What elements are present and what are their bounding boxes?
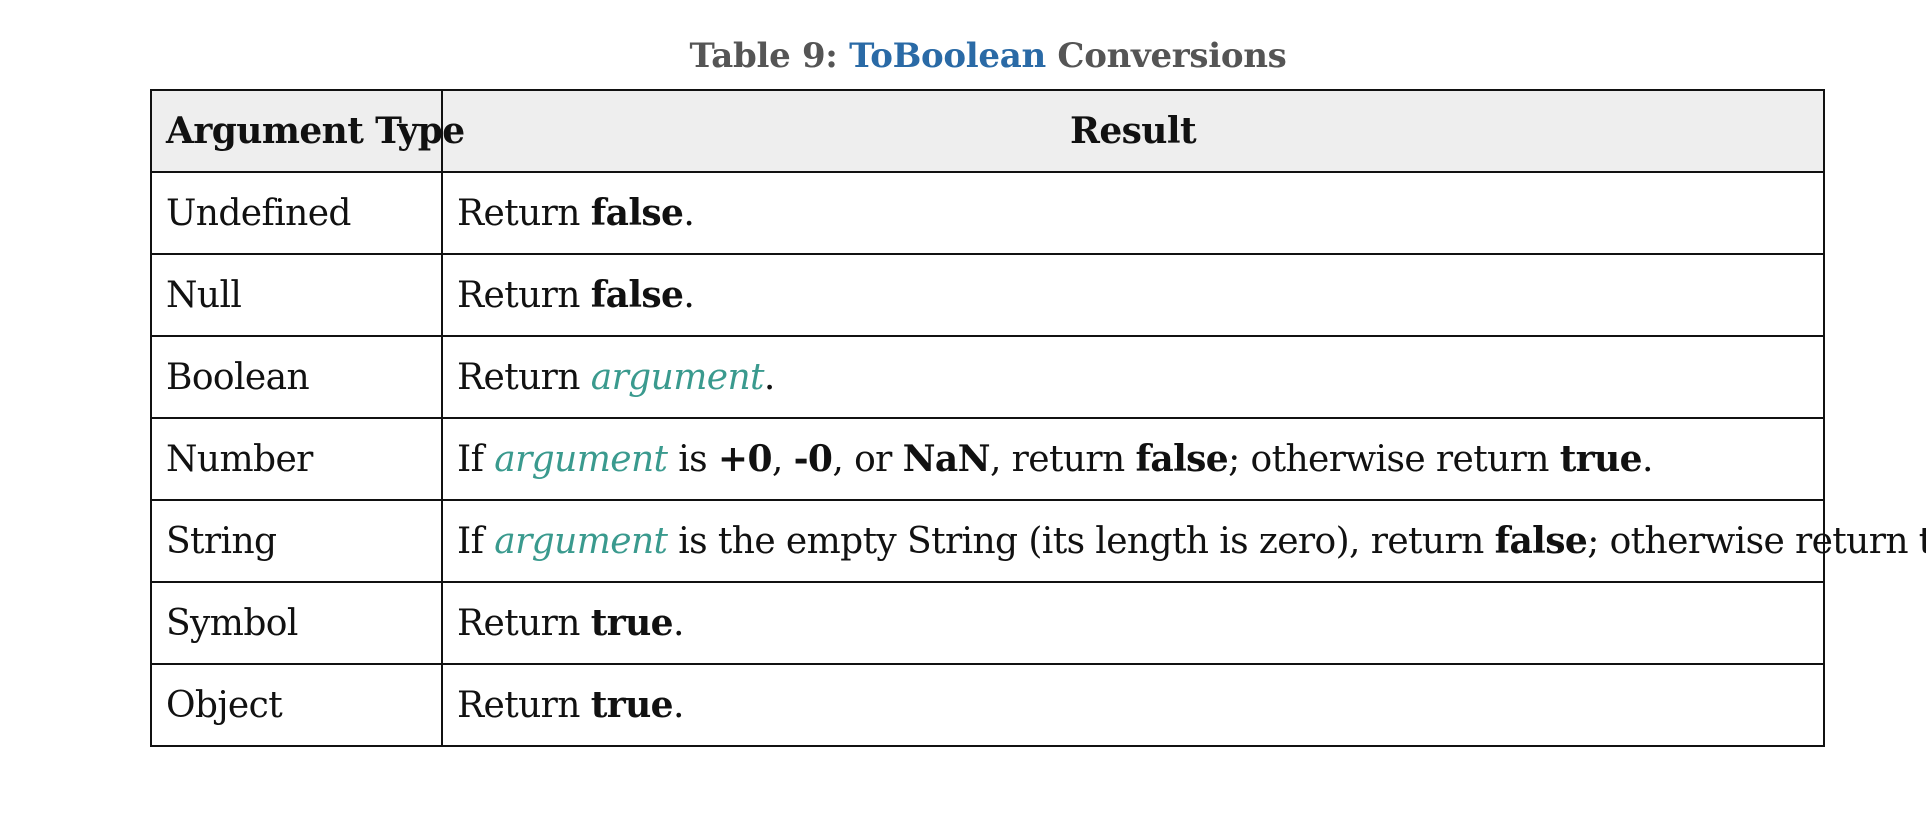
- result-text: ; otherwise return: [1587, 521, 1919, 562]
- table-row: String If argument is the empty String (i…: [150, 499, 1926, 583]
- header-argument-type: Argument Type: [150, 89, 465, 173]
- result-text: Return: [457, 603, 591, 644]
- argument-variable: argument: [590, 356, 765, 398]
- result-cell: Return argument.: [441, 335, 1825, 419]
- argument-variable: argument: [494, 521, 668, 562]
- result-text: .: [672, 685, 684, 726]
- result-text: Return: [457, 193, 591, 234]
- result-keyword: -0: [793, 438, 833, 480]
- argument-type-cell: Undefined: [150, 171, 443, 255]
- result-text: is: [667, 439, 718, 480]
- argument-type-cell: Object: [150, 663, 443, 747]
- result-text: .: [1641, 439, 1653, 480]
- result-keyword: false: [590, 274, 684, 316]
- result-text: Return: [457, 685, 591, 726]
- result-keyword: +0: [717, 438, 773, 480]
- result-text: If: [457, 521, 495, 562]
- table-body: Undefined Return false. Null Return false. B…: [150, 171, 1926, 747]
- result-keyword: false: [1135, 438, 1229, 480]
- table-row: Object Return true.: [150, 663, 1825, 747]
- result-cell: Return true.: [441, 581, 1825, 665]
- result-cell: Return false.: [441, 171, 1825, 255]
- result-text: Return: [457, 356, 591, 398]
- caption-suffix: Conversions: [1045, 36, 1287, 76]
- result-keyword: true: [590, 602, 674, 644]
- argument-type-cell: Boolean: [150, 335, 443, 419]
- result-keyword: true: [590, 684, 674, 726]
- table-row: Number If argument is +0, -0, or NaN, ret…: [150, 417, 1825, 501]
- argument-type-cell: String: [150, 499, 443, 583]
- result-keyword: false: [590, 192, 684, 234]
- result-keyword: false: [1494, 520, 1588, 562]
- header-result: Result: [441, 89, 1825, 173]
- argument-type-cell: Null: [150, 253, 443, 337]
- result-text: .: [683, 193, 695, 234]
- table-row: Symbol Return true.: [150, 581, 1825, 665]
- result-text: .: [672, 603, 684, 644]
- result-cell: If argument is the empty String (its len…: [441, 499, 1926, 583]
- result-text: ,: [771, 439, 794, 480]
- table-caption: Table 9: ToBoolean Conversions: [0, 36, 1926, 76]
- result-text: , or: [832, 439, 903, 480]
- table-row: Undefined Return false.: [150, 171, 1825, 255]
- result-cell: Return true.: [441, 663, 1825, 747]
- result-text: is the empty String (its length is zero)…: [667, 521, 1495, 562]
- result-cell: Return false.: [441, 253, 1825, 337]
- toboolean-link[interactable]: ToBoolean: [849, 36, 1046, 76]
- caption-prefix: Table 9:: [689, 36, 850, 76]
- result-text: .: [763, 356, 775, 398]
- argument-type-cell: Symbol: [150, 581, 443, 665]
- argument-variable: argument: [494, 439, 668, 480]
- result-text: , return: [989, 439, 1136, 480]
- result-keyword: NaN: [902, 438, 991, 480]
- result-text: If: [457, 439, 495, 480]
- result-text: ; otherwise return: [1228, 439, 1560, 480]
- result-text: Return: [457, 275, 591, 316]
- header-row: Argument Type Result: [150, 89, 1825, 173]
- table-row: Boolean Return argument.: [150, 335, 1825, 419]
- toboolean-conversions-table: Argument Type Result Undefined Return fal…: [150, 89, 1926, 747]
- result-keyword: true: [1559, 438, 1643, 480]
- result-text: .: [683, 275, 695, 316]
- result-cell: If argument is +0, -0, or NaN, return fa…: [441, 417, 1825, 501]
- table-row: Null Return false.: [150, 253, 1825, 337]
- result-keyword: true: [1919, 520, 1926, 562]
- argument-type-cell: Number: [150, 417, 443, 501]
